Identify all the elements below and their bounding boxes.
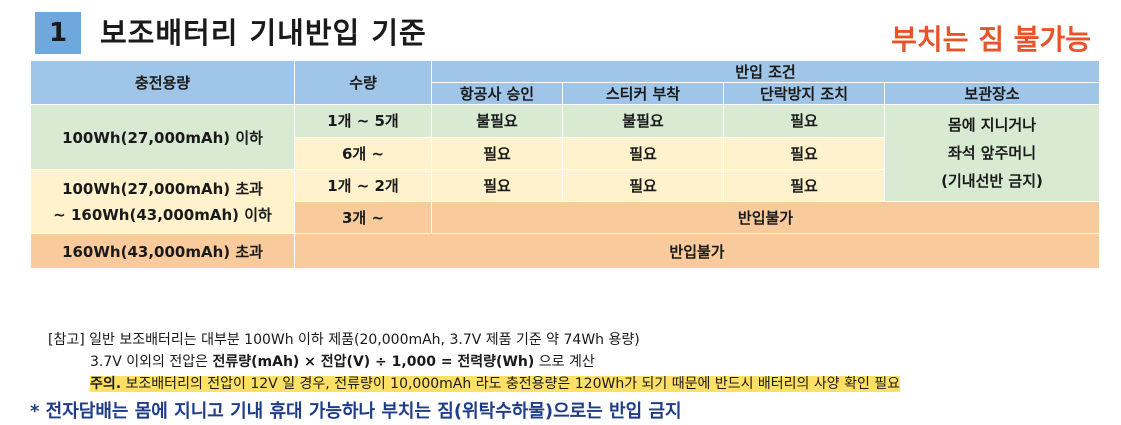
capacity-row1: 100Wh(27,000mAh) 이하: [30, 104, 295, 170]
battery-rules-table: 충전용량 수량 반입 조건 항공사 승인 스티커 부착 단락방지 조치 보관장소…: [30, 60, 1100, 269]
note-reference: [참고] 일반 보조배터리는 대부분 100Wh 이하 제품(20,000mAh…: [48, 332, 640, 348]
storage-line1: 몸에 지니거나: [947, 116, 1037, 134]
caution-label: 주의.: [90, 376, 122, 392]
storage-cell: 몸에 지니거나 좌석 앞주머니 (기내선반 금지): [884, 104, 1100, 202]
qty-row1b: 6개 ~: [294, 136, 432, 170]
sticker-row2a: 필요: [562, 169, 724, 202]
header-sticker: 스티커 부착: [562, 82, 724, 105]
note-calculation-post: 으로 계산: [534, 354, 595, 370]
airline-row1b: 필요: [431, 136, 563, 170]
section-number: 1: [35, 12, 81, 54]
capacity-row3: 160Wh(43,000mAh) 초과: [30, 233, 295, 269]
capacity-row2-line1: 100Wh(27,000mAh) 초과: [62, 179, 263, 198]
short-row2a: 필요: [723, 169, 885, 202]
header-capacity: 충전용량: [30, 60, 295, 105]
header-quantity: 수량: [294, 60, 432, 105]
note-calculation-pre: 3.7V 이외의 전압은: [90, 354, 213, 370]
e-cigarette-note: * 전자담배는 몸에 지니고 기내 휴대 가능하나 부치는 짐(위탁수하물)으로…: [30, 401, 682, 422]
airline-row1a: 불필요: [431, 104, 563, 138]
qty-row2b: 3개 ~: [294, 201, 432, 234]
header-storage: 보관장소: [884, 82, 1100, 105]
capacity-row2-line2: ~ 160Wh(43,000mAh) 이하: [53, 205, 272, 224]
result-row2b: 반입불가: [431, 201, 1100, 234]
header-airline-approval: 항공사 승인: [431, 82, 563, 105]
checked-baggage-warning: 부치는 짐 불가능: [891, 23, 1091, 56]
result-row3: 반입불가: [294, 233, 1100, 269]
caution-text: 보조배터리의 전압이 12V 일 경우, 전류량이 10,000mAh 라도 충…: [121, 376, 901, 392]
short-row1a: 필요: [723, 104, 885, 138]
notes: [참고] 일반 보조배터리는 대부분 100Wh 이하 제품(20,000mAh…: [48, 329, 901, 395]
note-calculation: 3.7V 이외의 전압은 전류량(mAh) × 전압(V) ÷ 1,000 = …: [48, 351, 900, 373]
note-caution: 주의. 보조배터리의 전압이 12V 일 경우, 전류량이 10,000mAh …: [48, 373, 901, 395]
qty-row1a: 1개 ~ 5개: [294, 104, 432, 138]
sticker-row1b: 필요: [562, 136, 724, 170]
sticker-row1a: 불필요: [562, 104, 724, 138]
page-title: 보조배터리 기내반입 기준: [100, 16, 427, 50]
storage-line3: (기내선반 금지): [941, 172, 1043, 190]
airline-row2a: 필요: [431, 169, 563, 202]
storage-line2: 좌석 앞주머니: [947, 144, 1037, 162]
header-short-circuit: 단락방지 조치: [723, 82, 885, 105]
header-conditions: 반입 조건: [431, 60, 1100, 83]
short-row1b: 필요: [723, 136, 885, 170]
capacity-row2: 100Wh(27,000mAh) 초과 ~ 160Wh(43,000mAh) 이…: [30, 169, 295, 234]
header: 1 보조배터리 기내반입 기준 부치는 짐 불가능: [0, 0, 1121, 60]
qty-row2a: 1개 ~ 2개: [294, 169, 432, 202]
note-formula: 전류량(mAh) × 전압(V) ÷ 1,000 = 전력량(Wh): [212, 354, 535, 370]
